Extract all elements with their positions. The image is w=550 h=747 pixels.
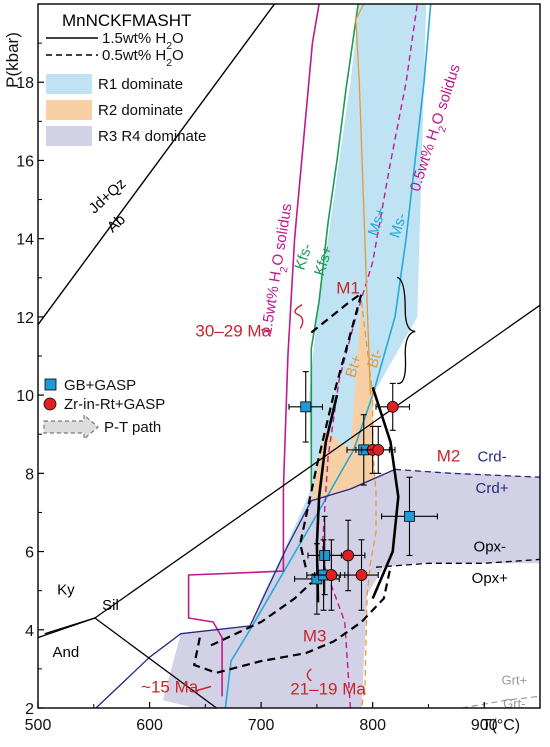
line-18 <box>210 581 313 647</box>
line-16 <box>371 386 400 600</box>
legend-fill-label-2: R3 R4 dominate <box>98 128 206 145</box>
y-tick-label-2: 2 <box>25 701 34 718</box>
annotations-layer: Jd+QzAbKfs-Kfs+Ms+Ms-Bt+Bt-Crd-Crd+Opx-O… <box>53 62 528 711</box>
y-tick-label-18: 18 <box>16 75 34 92</box>
legend-title: MnNCKFMASHT <box>62 11 191 30</box>
region-r1 <box>250 4 427 630</box>
annotation-17: M1 <box>336 278 360 297</box>
point-circle-5 <box>355 569 368 581</box>
legend-swatch-0 <box>46 74 92 94</box>
regions-layer <box>162 4 540 708</box>
annotation-7: Bt- <box>364 347 386 370</box>
point-circle-0 <box>386 400 399 413</box>
annotation-16: And <box>53 644 80 661</box>
line-0 <box>38 4 276 326</box>
legend-marker-circle <box>43 397 57 411</box>
point-circle-2 <box>372 443 385 456</box>
legend-swatch-2 <box>46 126 92 146</box>
annotation-8: Crd- <box>477 449 506 466</box>
annotation-19: M2 <box>437 447 461 466</box>
legend-swatch-1 <box>46 100 92 120</box>
annotation-15: Sil <box>102 597 119 614</box>
y-tick-label-14: 14 <box>16 232 34 249</box>
y-tick-label-12: 12 <box>16 310 34 327</box>
y-tick-label-10: 10 <box>16 388 34 405</box>
y-tick-label-4: 4 <box>25 623 34 640</box>
line-12 <box>375 558 540 568</box>
solidus-label-0: 1.5wt% H2O solidus <box>258 202 300 336</box>
annotation-12: Grt+ <box>502 673 528 688</box>
m2-brace <box>396 276 416 385</box>
legend-fill-label-1: R2 dominate <box>98 102 183 119</box>
annotation-14: Ky <box>57 582 75 599</box>
y-tick-label-8: 8 <box>25 466 34 483</box>
m3-arrow <box>306 668 312 682</box>
annotation-5: Ms- <box>387 211 411 240</box>
annotation-21: 21–19 Ma <box>290 679 366 698</box>
line-1 <box>310 4 359 489</box>
annotation-11: Opx+ <box>472 570 509 587</box>
line-11 <box>44 617 96 635</box>
x-tick-label-800: 800 <box>359 717 386 734</box>
line-6 <box>360 301 377 708</box>
annotation-0: Jd+Qz <box>86 175 130 217</box>
annotation-1: Ab <box>104 211 129 236</box>
point-circle-3 <box>342 549 355 562</box>
x-tick-label-700: 700 <box>248 717 275 734</box>
x-tick-label-600: 600 <box>136 717 163 734</box>
annotation-9: Crd+ <box>476 480 509 497</box>
annotation-22: ~15 Ma <box>141 677 199 696</box>
legend-marker-label-1: Zr-in-Rt+GASP <box>64 396 165 413</box>
y-tick-label-16: 16 <box>16 153 34 170</box>
line-17 <box>193 566 392 674</box>
annotation-10: Opx- <box>474 539 507 556</box>
m3b-arrow <box>196 685 212 692</box>
y-tick-label-6: 6 <box>25 545 34 562</box>
point-square-2 <box>404 510 415 522</box>
y-axis-label: P(kbar) <box>3 32 22 88</box>
legend-fill-label-0: R1 dominate <box>98 76 183 93</box>
region-r3r4 <box>162 469 540 708</box>
line-7 <box>95 468 396 708</box>
points-layer <box>288 371 438 615</box>
line-8 <box>394 468 540 478</box>
line-13 <box>461 695 540 708</box>
legend-marker-label-0: GB+GASP <box>64 377 136 394</box>
x-axis-label: T(°C) <box>482 717 520 734</box>
legend-line-label-solid: 1.5wt% H2O <box>102 30 184 52</box>
line-3 <box>187 4 320 697</box>
x-tick-label-500: 500 <box>25 717 52 734</box>
x-tick-label-900: 900 <box>471 717 498 734</box>
line-14 <box>299 292 363 568</box>
annotation-6: Bt+ <box>342 353 365 380</box>
point-square-3 <box>319 550 331 561</box>
m1-arrow <box>294 304 304 329</box>
annotation-18: 30–29 Ma <box>195 321 271 340</box>
annotation-13: Grt- <box>503 696 525 711</box>
legend-arrow-label: P-T path <box>104 419 161 436</box>
point-square-0 <box>300 401 312 413</box>
lines-layer <box>38 4 540 708</box>
legend-line-label-dashed: 0.5wt% H2O <box>102 47 184 69</box>
legend-marker-square <box>44 378 57 391</box>
legend-arrow-icon <box>43 413 99 441</box>
annotation-20: M3 <box>303 627 327 646</box>
line-5 <box>355 4 372 396</box>
line-10 <box>94 617 217 708</box>
point-circle-4 <box>325 569 338 581</box>
